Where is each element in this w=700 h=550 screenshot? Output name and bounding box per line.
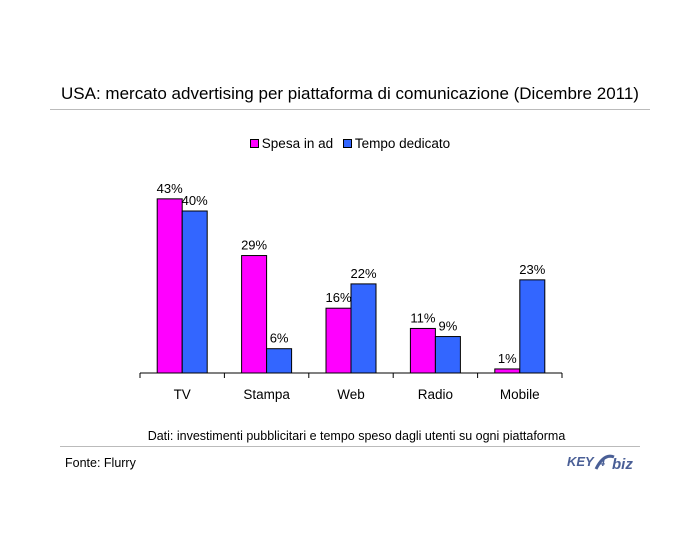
data-label: 9% [439, 319, 458, 334]
bar [494, 368, 521, 374]
legend-label-tempo: Tempo dedicato [354, 136, 451, 151]
tick-label: TV [174, 387, 191, 402]
chart-title: USA: mercato advertising per piattaforma… [61, 84, 639, 103]
bar [409, 327, 436, 374]
chart-caption: Dati: investimenti pubblicitari e tempo … [147, 429, 566, 443]
bar [519, 279, 546, 374]
bar [350, 283, 377, 374]
legend-item-tempo: Tempo dedicato [342, 136, 451, 151]
data-label: 43% [157, 181, 183, 196]
caption-divider [60, 446, 640, 447]
data-label: 22% [350, 266, 376, 281]
data-label: 40% [182, 193, 208, 208]
legend-swatch-spesa [249, 139, 259, 148]
bar [325, 307, 352, 374]
bar [181, 210, 208, 374]
data-label: 6% [270, 331, 289, 346]
logo-biz-text: biz [612, 456, 633, 473]
key4biz-logo: KEY 4 biz [567, 454, 633, 473]
tick-label: Radio [418, 387, 453, 402]
legend-swatch-tempo [342, 139, 352, 148]
data-label: 16% [325, 290, 351, 305]
bar [241, 255, 268, 374]
legend-item-spesa: Spesa in ad [249, 136, 334, 151]
bar [156, 198, 183, 374]
bar [434, 336, 461, 374]
legend: Spesa in ad Tempo dedicato [0, 136, 700, 151]
data-label: 1% [498, 351, 517, 366]
tick-label: Web [337, 387, 365, 402]
source-note: Fonte: Flurry [65, 456, 136, 470]
bar [266, 348, 293, 374]
data-label: 23% [519, 262, 545, 277]
logo-digit-text: 4 [598, 457, 605, 469]
bar-chart: 43%40% TV 29% 6% Stampa 16% 22% Web 11% 9% Radio 1%… [139, 181, 563, 402]
data-label: 11% [410, 310, 435, 325]
tick-label: Stampa [243, 387, 290, 402]
logo-swoosh-icon [594, 454, 615, 470]
data-label: 29% [241, 238, 267, 253]
logo-key-text: KEY [567, 454, 595, 469]
tick-label: Mobile [500, 387, 540, 402]
title-divider [50, 109, 650, 110]
legend-label-spesa: Spesa in ad [261, 136, 334, 151]
